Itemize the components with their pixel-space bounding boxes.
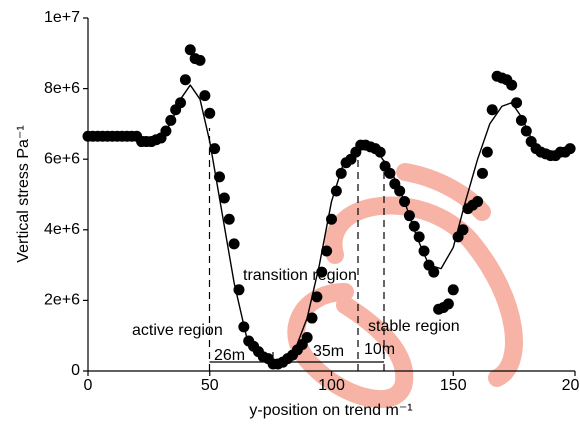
brush-stroke: [287, 283, 414, 408]
data-point: [442, 298, 454, 310]
annotation: stable region: [368, 318, 460, 335]
data-point: [472, 196, 484, 208]
data-point: [457, 224, 469, 236]
data-point: [476, 167, 488, 179]
fit-line: [88, 84, 576, 363]
data-point: [384, 167, 396, 179]
data-point: [447, 284, 459, 296]
data-point: [486, 104, 498, 116]
data-point: [511, 97, 523, 109]
data-point: [374, 146, 386, 158]
span-label: 35m: [313, 343, 344, 360]
y-tick-label: 0: [71, 362, 80, 379]
annotation-lines: [208, 128, 385, 371]
y-tick-label: 6e+6: [44, 150, 80, 167]
data-point: [179, 74, 191, 86]
y-tick-label: 8e+6: [44, 80, 80, 97]
x-tick-label: 50: [201, 377, 219, 394]
data-point: [506, 79, 518, 91]
x-tick-label: 0: [84, 377, 93, 394]
x-tick-label: 150: [440, 377, 467, 394]
span-label: 26m: [214, 347, 245, 364]
span-label: 10m: [364, 341, 395, 358]
data-point: [306, 312, 318, 324]
data-point: [204, 107, 216, 119]
x-tick-label: 200: [562, 377, 580, 394]
data-point: [428, 266, 440, 278]
data-point: [301, 331, 313, 343]
data-point: [223, 213, 235, 225]
data-point: [218, 192, 230, 204]
data-point: [228, 238, 240, 250]
data-point: [311, 291, 323, 303]
data-point: [160, 125, 172, 137]
data-point: [321, 245, 333, 257]
plot-area: 0 2e+6 4e+6 6e+6 8e+6 1e+7 0 50 100 150 200: [44, 9, 580, 394]
y-tick-label: 4e+6: [44, 221, 80, 238]
data-point: [199, 90, 211, 102]
annotation: active region: [132, 322, 223, 339]
y-tick-label: 2e+6: [44, 292, 80, 309]
data-point: [194, 54, 206, 66]
y-tick-label: 1e+7: [44, 9, 80, 26]
annotation: transition region: [243, 267, 357, 284]
data-point: [335, 167, 347, 179]
brush-stroke: [324, 196, 523, 387]
y-axis-label: Vertical stress Pa⁻¹: [15, 125, 32, 262]
data-point: [184, 44, 196, 56]
x-axis-label: y-position on trend m⁻¹: [249, 402, 412, 419]
data-point: [481, 146, 493, 158]
x-tick-label: 100: [318, 377, 345, 394]
